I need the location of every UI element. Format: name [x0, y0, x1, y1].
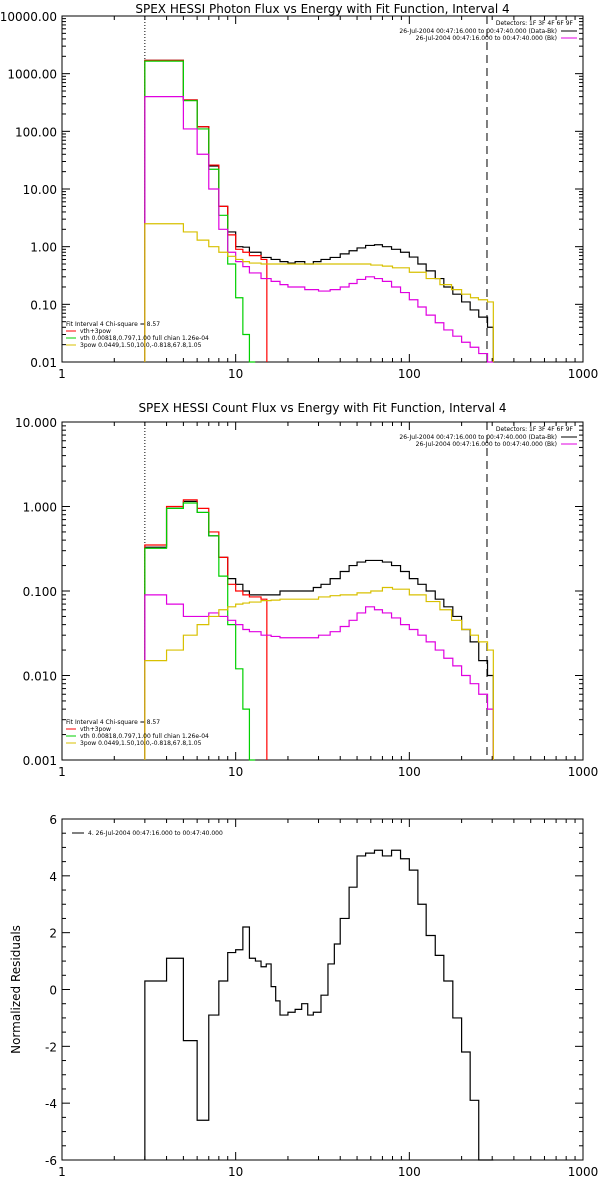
- series-line-2: [144, 502, 256, 761]
- y-tick-label: 1000.00: [7, 68, 57, 82]
- x-tick-label: 100: [398, 1165, 421, 1179]
- series-line-2: [144, 60, 256, 363]
- y-tick-label: 0.001: [23, 754, 57, 768]
- series-line-0: [144, 849, 494, 1161]
- fit-legend-entry: vth+3pow: [80, 328, 111, 335]
- y-tick-label: 2: [49, 927, 57, 941]
- x-tick-label: 1000: [568, 765, 599, 779]
- fit-legend-header: Fit Interval 4 Chi-square = 8.57: [66, 719, 160, 726]
- y-tick-label: 10000.00: [0, 10, 57, 24]
- x-tick-label: 10: [228, 367, 243, 381]
- y-tick-label: -6: [45, 1154, 57, 1168]
- legend-entry: 26-Jul-2004 00:47:16.000 to 00:47:40.000…: [399, 434, 557, 441]
- x-tick-label: 1000: [568, 367, 599, 381]
- plot-frame: [61, 818, 584, 1161]
- y-tick-label: 0.010: [23, 670, 57, 684]
- series-line-1: [144, 59, 268, 362]
- y-tick-label: 0.10: [30, 298, 57, 312]
- x-tick-label: 1: [58, 1165, 66, 1179]
- y-axis-title: Normalized Residuals: [9, 925, 23, 1054]
- fit-legend-entry: 3pow 0.0449,1.50,10.0,-0.818,67.8,1.05: [80, 740, 202, 747]
- x-tick-label: 1: [58, 367, 66, 381]
- fit-legend-entry: vth 0.00818,0.797,1.00 full chian 1.26e-…: [80, 733, 209, 740]
- x-tick-label: 10: [228, 1165, 243, 1179]
- fit-legend-header: Fit Interval 4 Chi-square = 8.57: [66, 321, 160, 328]
- fit-legend-entry: 3pow 0.0449,1.50,10.0,-0.818,67.8,1.05: [80, 342, 202, 349]
- y-tick-label: 6: [49, 813, 57, 827]
- x-tick-label: 100: [398, 367, 421, 381]
- y-tick-label: -4: [45, 1097, 57, 1111]
- legend-entry: 4. 26-Jul-2004 00:47:16.000 to 00:47:40.…: [88, 830, 223, 837]
- legend-header: Detectors: 1F 3F 4F 6F 9F: [496, 426, 574, 433]
- series-line-3: [144, 96, 494, 363]
- fit-legend-entry: vth+3pow: [80, 726, 111, 733]
- x-tick-label: 1000: [568, 1165, 599, 1179]
- legend-entry: 26-Jul-2004 00:47:16.000 to 00:47:40.000…: [416, 35, 557, 42]
- y-tick-label: 0.100: [23, 585, 57, 599]
- series-line-4: [144, 223, 494, 362]
- series-line-3: [144, 594, 494, 760]
- plot-frame: [61, 421, 584, 761]
- legend-entry: 26-Jul-2004 00:47:16.000 to 00:47:40.000…: [399, 28, 557, 35]
- fit-legend-entry: vth 0.00818,0.797,1.00 full chian 1.26e-…: [80, 335, 209, 342]
- series-line-1: [144, 499, 268, 760]
- y-tick-label: 0.01: [30, 356, 57, 370]
- chart-title: SPEX HESSI Count Flux vs Energy with Fit…: [138, 401, 506, 415]
- legend-header: Detectors: 1F 3F 4F 6F 9F: [496, 20, 574, 27]
- y-tick-label: 0: [49, 984, 57, 998]
- series-line-4: [144, 586, 494, 760]
- x-tick-label: 10: [228, 765, 243, 779]
- y-tick-label: 4: [49, 870, 57, 884]
- y-tick-label: 100.00: [15, 125, 57, 139]
- y-tick-label: 10.00: [23, 183, 57, 197]
- chart-title: SPEX HESSI Photon Flux vs Energy with Fi…: [135, 2, 509, 16]
- x-tick-label: 100: [398, 765, 421, 779]
- y-tick-label: 1.00: [30, 241, 57, 255]
- y-tick-label: 10.000: [15, 416, 57, 430]
- legend-entry: 26-Jul-2004 00:47:16.000 to 00:47:40.000…: [416, 441, 557, 448]
- plot-frame: [61, 15, 584, 363]
- y-tick-label: 1.000: [23, 501, 57, 515]
- y-tick-label: -2: [45, 1040, 57, 1054]
- x-tick-label: 1: [58, 765, 66, 779]
